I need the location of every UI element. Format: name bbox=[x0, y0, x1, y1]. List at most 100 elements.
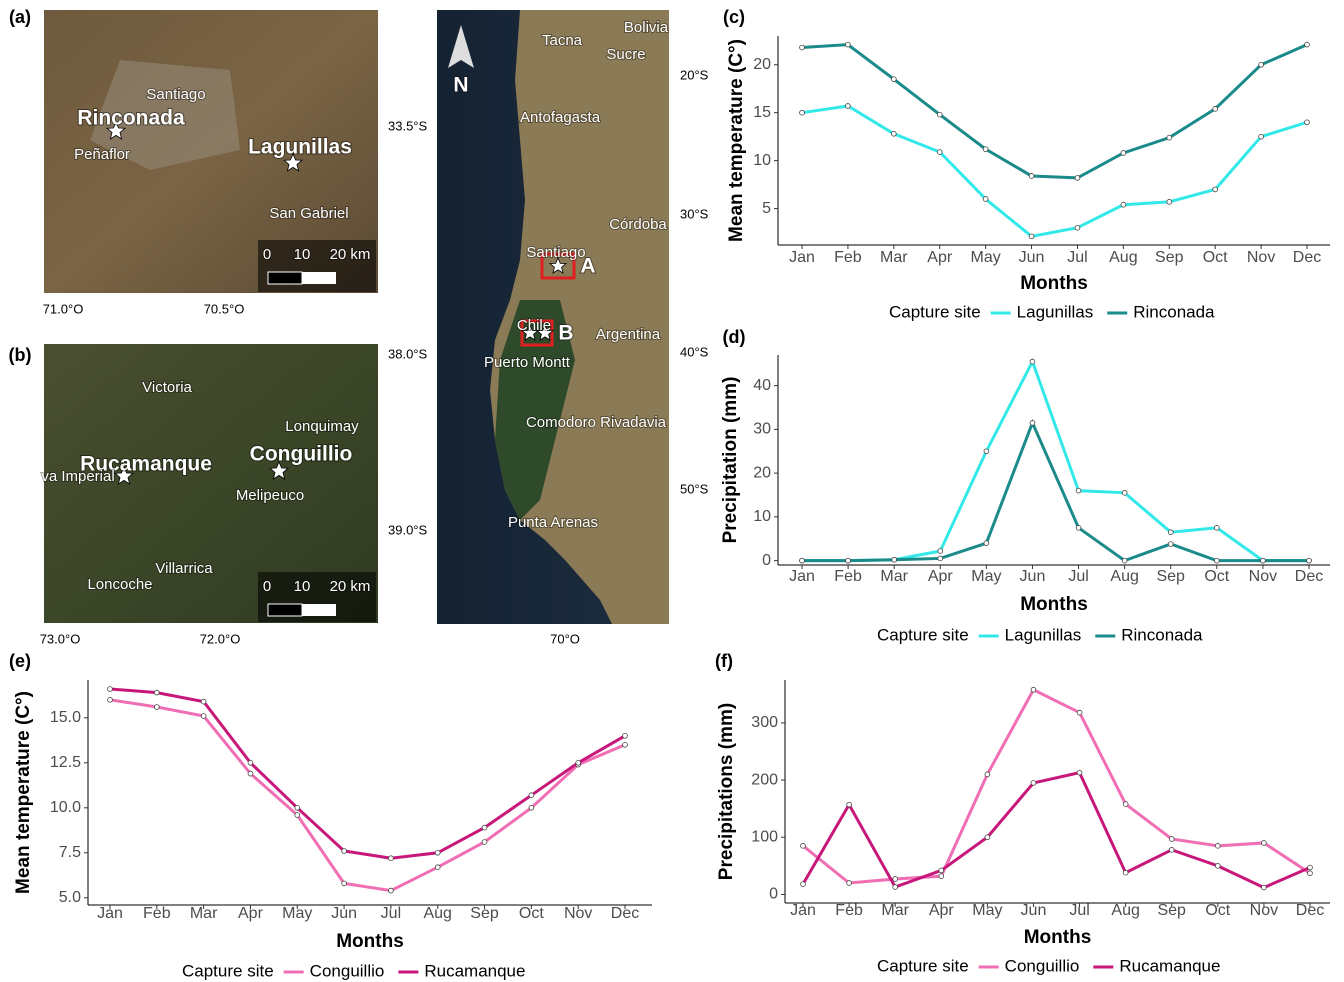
point bbox=[1167, 135, 1172, 140]
point bbox=[1215, 843, 1220, 848]
x-tick-label: Oct bbox=[1203, 249, 1228, 266]
x-tick-label: May bbox=[971, 249, 1001, 266]
point bbox=[1259, 62, 1264, 67]
point bbox=[389, 856, 394, 861]
map-label: Loncoche bbox=[87, 576, 152, 593]
y-axis-title: Mean temperature (C°) bbox=[726, 39, 747, 242]
point bbox=[801, 882, 806, 887]
y-tick-label: 7.5 bbox=[59, 844, 81, 861]
point bbox=[1029, 234, 1034, 239]
y-tick-label: 15.0 bbox=[50, 709, 81, 726]
point bbox=[482, 825, 487, 830]
point bbox=[1214, 525, 1219, 530]
point bbox=[1077, 710, 1082, 715]
point bbox=[1308, 865, 1313, 870]
series-line bbox=[802, 45, 1307, 178]
map-label: 50°S bbox=[680, 481, 709, 496]
y-tick-label: 12.5 bbox=[50, 754, 81, 771]
series-line bbox=[802, 362, 1309, 561]
map-label: 33.5°S bbox=[388, 118, 428, 133]
point bbox=[1307, 558, 1312, 563]
panel-label: (e) bbox=[9, 651, 31, 671]
point bbox=[342, 849, 347, 854]
point bbox=[983, 197, 988, 202]
point bbox=[937, 112, 942, 117]
point bbox=[435, 865, 440, 870]
point bbox=[1215, 863, 1220, 868]
point bbox=[1031, 687, 1036, 692]
point bbox=[1030, 359, 1035, 364]
x-tick-label: Dec bbox=[1295, 568, 1323, 585]
point bbox=[529, 793, 534, 798]
x-tick-label: Jun bbox=[1019, 249, 1045, 266]
map-label: 20 km bbox=[330, 578, 371, 595]
x-tick-label: Aug bbox=[1110, 568, 1138, 585]
point bbox=[1305, 42, 1310, 47]
map-label: 39.0°S bbox=[388, 522, 428, 537]
x-tick-label: Dec bbox=[1293, 249, 1321, 266]
map-label: 10 bbox=[294, 246, 311, 263]
x-axis-title: Months bbox=[1020, 273, 1088, 294]
map-label: Melipeuco bbox=[236, 487, 304, 504]
map-label: 40°S bbox=[680, 344, 709, 359]
y-tick-label: 0 bbox=[762, 552, 771, 569]
point bbox=[1262, 885, 1267, 890]
point bbox=[1030, 420, 1035, 425]
point bbox=[201, 699, 206, 704]
point bbox=[1122, 490, 1127, 495]
point bbox=[893, 885, 898, 890]
point bbox=[1169, 847, 1174, 852]
scale-bar bbox=[302, 272, 336, 284]
x-tick-label: Jan bbox=[97, 905, 123, 922]
map-label: Bolivia bbox=[624, 19, 669, 36]
map-label: 30°S bbox=[680, 206, 709, 221]
point bbox=[800, 558, 805, 563]
point bbox=[1075, 175, 1080, 180]
map-label: va Imperial bbox=[41, 468, 114, 485]
point bbox=[1121, 202, 1126, 207]
x-tick-label: Apr bbox=[238, 905, 264, 922]
point bbox=[892, 557, 897, 562]
point bbox=[248, 771, 253, 776]
legend-title: Capture site bbox=[877, 625, 969, 644]
point bbox=[435, 850, 440, 855]
map-label: 0 bbox=[263, 246, 271, 263]
panel-label: (b) bbox=[9, 345, 32, 365]
map-label: 20°S bbox=[680, 67, 709, 82]
point bbox=[846, 104, 851, 109]
map-label: Peñaflor bbox=[74, 146, 130, 163]
map-label: Santiago bbox=[146, 86, 205, 103]
y-tick-label: 200 bbox=[751, 771, 778, 788]
x-tick-label: Feb bbox=[834, 249, 862, 266]
y-tick-label: 40 bbox=[753, 377, 771, 394]
x-tick-label: Feb bbox=[834, 568, 862, 585]
point bbox=[939, 874, 944, 879]
point bbox=[1029, 174, 1034, 179]
point bbox=[846, 558, 851, 563]
point bbox=[482, 840, 487, 845]
x-tick-label: Oct bbox=[519, 905, 544, 922]
x-tick-label: Sep bbox=[470, 905, 499, 922]
panel-label: (c) bbox=[723, 7, 745, 27]
figure: (a)(b)(c)(d)(e)(f)SantiagoRinconadaPeñaf… bbox=[0, 0, 1344, 982]
y-axis-title: Mean temperature (C°) bbox=[13, 691, 34, 894]
point bbox=[154, 690, 159, 695]
x-tick-label: Sep bbox=[1155, 249, 1184, 266]
x-tick-label: Jan bbox=[790, 902, 816, 919]
series-line bbox=[110, 700, 625, 891]
y-tick-label: 5 bbox=[762, 200, 771, 217]
series-line bbox=[110, 689, 625, 858]
x-axis-title: Months bbox=[1020, 594, 1088, 615]
map-label: 0 bbox=[263, 578, 271, 595]
y-tick-label: 30 bbox=[753, 421, 771, 438]
x-tick-label: Feb bbox=[143, 905, 171, 922]
x-tick-label: Jan bbox=[789, 568, 815, 585]
map-label: Antofagasta bbox=[520, 109, 601, 126]
legend-title: Capture site bbox=[889, 302, 981, 321]
map-label: 73.0°O bbox=[40, 631, 81, 646]
map-label: Punta Arenas bbox=[508, 514, 598, 531]
map-label: Victoria bbox=[142, 379, 192, 396]
map-label: Chile bbox=[517, 317, 551, 334]
point bbox=[108, 697, 113, 702]
point bbox=[891, 131, 896, 136]
